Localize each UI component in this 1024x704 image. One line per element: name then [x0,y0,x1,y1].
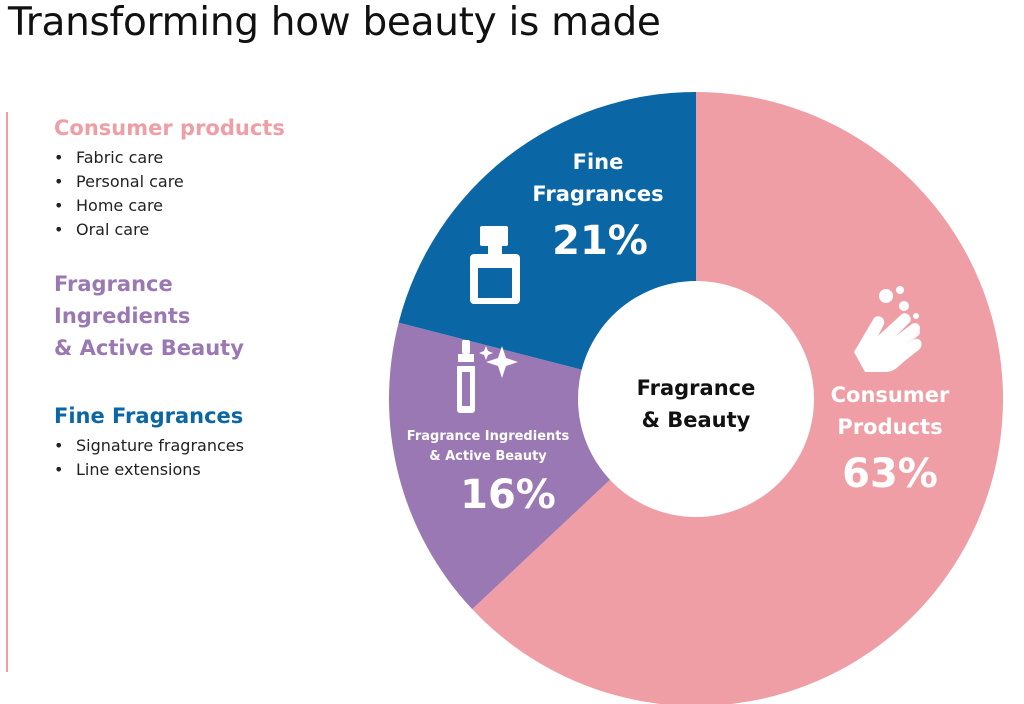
slice-label-consumer-line2: Products [837,415,942,439]
legend-group-fragrance-ingredients: Fragrance Ingredients & Active Beauty [54,268,384,364]
legend-item: Line extensions [54,458,384,482]
slice-label-fragrance-line2: & Active Beauty [429,449,547,464]
legend-list-fine: Signature fragrances Line extensions [54,434,384,482]
center-label: Fragrance & Beauty [637,376,756,432]
legend-heading-fragrance-ingredients-line2: Ingredients [54,304,191,328]
center-label-line1: Fragrance [637,376,756,400]
legend-item: Personal care [54,170,384,194]
slice-value-consumer: 63% [842,451,938,497]
slice-label-fine-line2: Fragrances [532,182,663,206]
slice-label-consumer: Consumer Products 63% [831,383,950,497]
center-label-line2: & Beauty [642,408,751,432]
slice-label-fine: Fine Fragrances 21% [532,150,663,264]
legend-item: Oral care [54,218,384,242]
slice-label-consumer-line1: Consumer [831,383,950,407]
slice-value-fine: 21% [552,218,648,264]
side-accent-line [6,112,8,672]
donut-hole [578,281,814,517]
page-title: Transforming how beauty is made [8,0,661,45]
slice-value-fragrance: 16% [460,472,556,518]
legend-heading-fine: Fine Fragrances [54,404,244,428]
legend-item: Signature fragrances [54,434,384,458]
legend-group-consumer: Consumer products Fabric care Personal c… [54,112,384,242]
legend-panel: Consumer products Fabric care Personal c… [54,112,384,508]
slice-label-fragrance-ingredients: Fragrance Ingredients & Active Beauty 16… [407,429,570,518]
legend-heading-fragrance-ingredients-line3: & Active Beauty [54,336,244,360]
legend-heading-consumer: Consumer products [54,116,285,140]
legend-list-consumer: Fabric care Personal care Home care Oral… [54,146,384,242]
dropper-sparkle-icon [457,340,518,413]
hands-washing-icon [854,286,922,372]
legend-group-fine: Fine Fragrances Signature fragrances Lin… [54,400,384,482]
legend-item: Fabric care [54,146,384,170]
legend-heading-fragrance-ingredients-line1: Fragrance [54,272,173,296]
perfume-bottle-icon [470,226,520,304]
legend-item: Home care [54,194,384,218]
slice-label-fine-line1: Fine [573,150,624,174]
slice-label-fragrance-line1: Fragrance Ingredients [407,429,570,444]
